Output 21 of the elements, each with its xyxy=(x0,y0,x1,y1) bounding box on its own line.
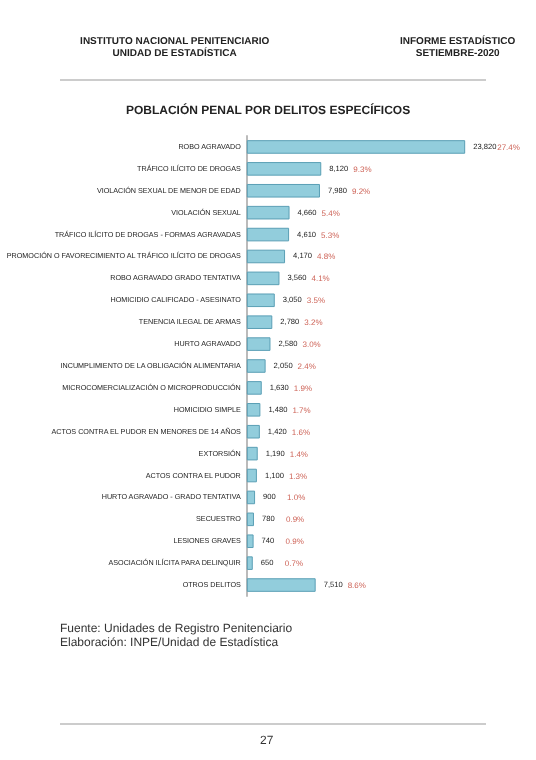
bar xyxy=(246,183,320,198)
bar xyxy=(246,227,290,242)
bar xyxy=(246,140,466,154)
bar xyxy=(246,556,253,570)
bar xyxy=(246,424,260,439)
bar xyxy=(246,205,290,220)
bar xyxy=(246,578,316,592)
bar xyxy=(246,381,262,395)
bar xyxy=(246,490,256,505)
bar xyxy=(246,271,280,286)
bar xyxy=(246,337,271,351)
bar xyxy=(246,293,275,308)
bar xyxy=(246,162,322,176)
bar xyxy=(246,534,254,549)
bar xyxy=(246,468,257,483)
bar xyxy=(246,249,286,264)
bar xyxy=(246,512,254,527)
bar xyxy=(246,359,266,373)
bar xyxy=(246,403,261,417)
bar xyxy=(246,315,273,329)
bar xyxy=(246,446,258,461)
